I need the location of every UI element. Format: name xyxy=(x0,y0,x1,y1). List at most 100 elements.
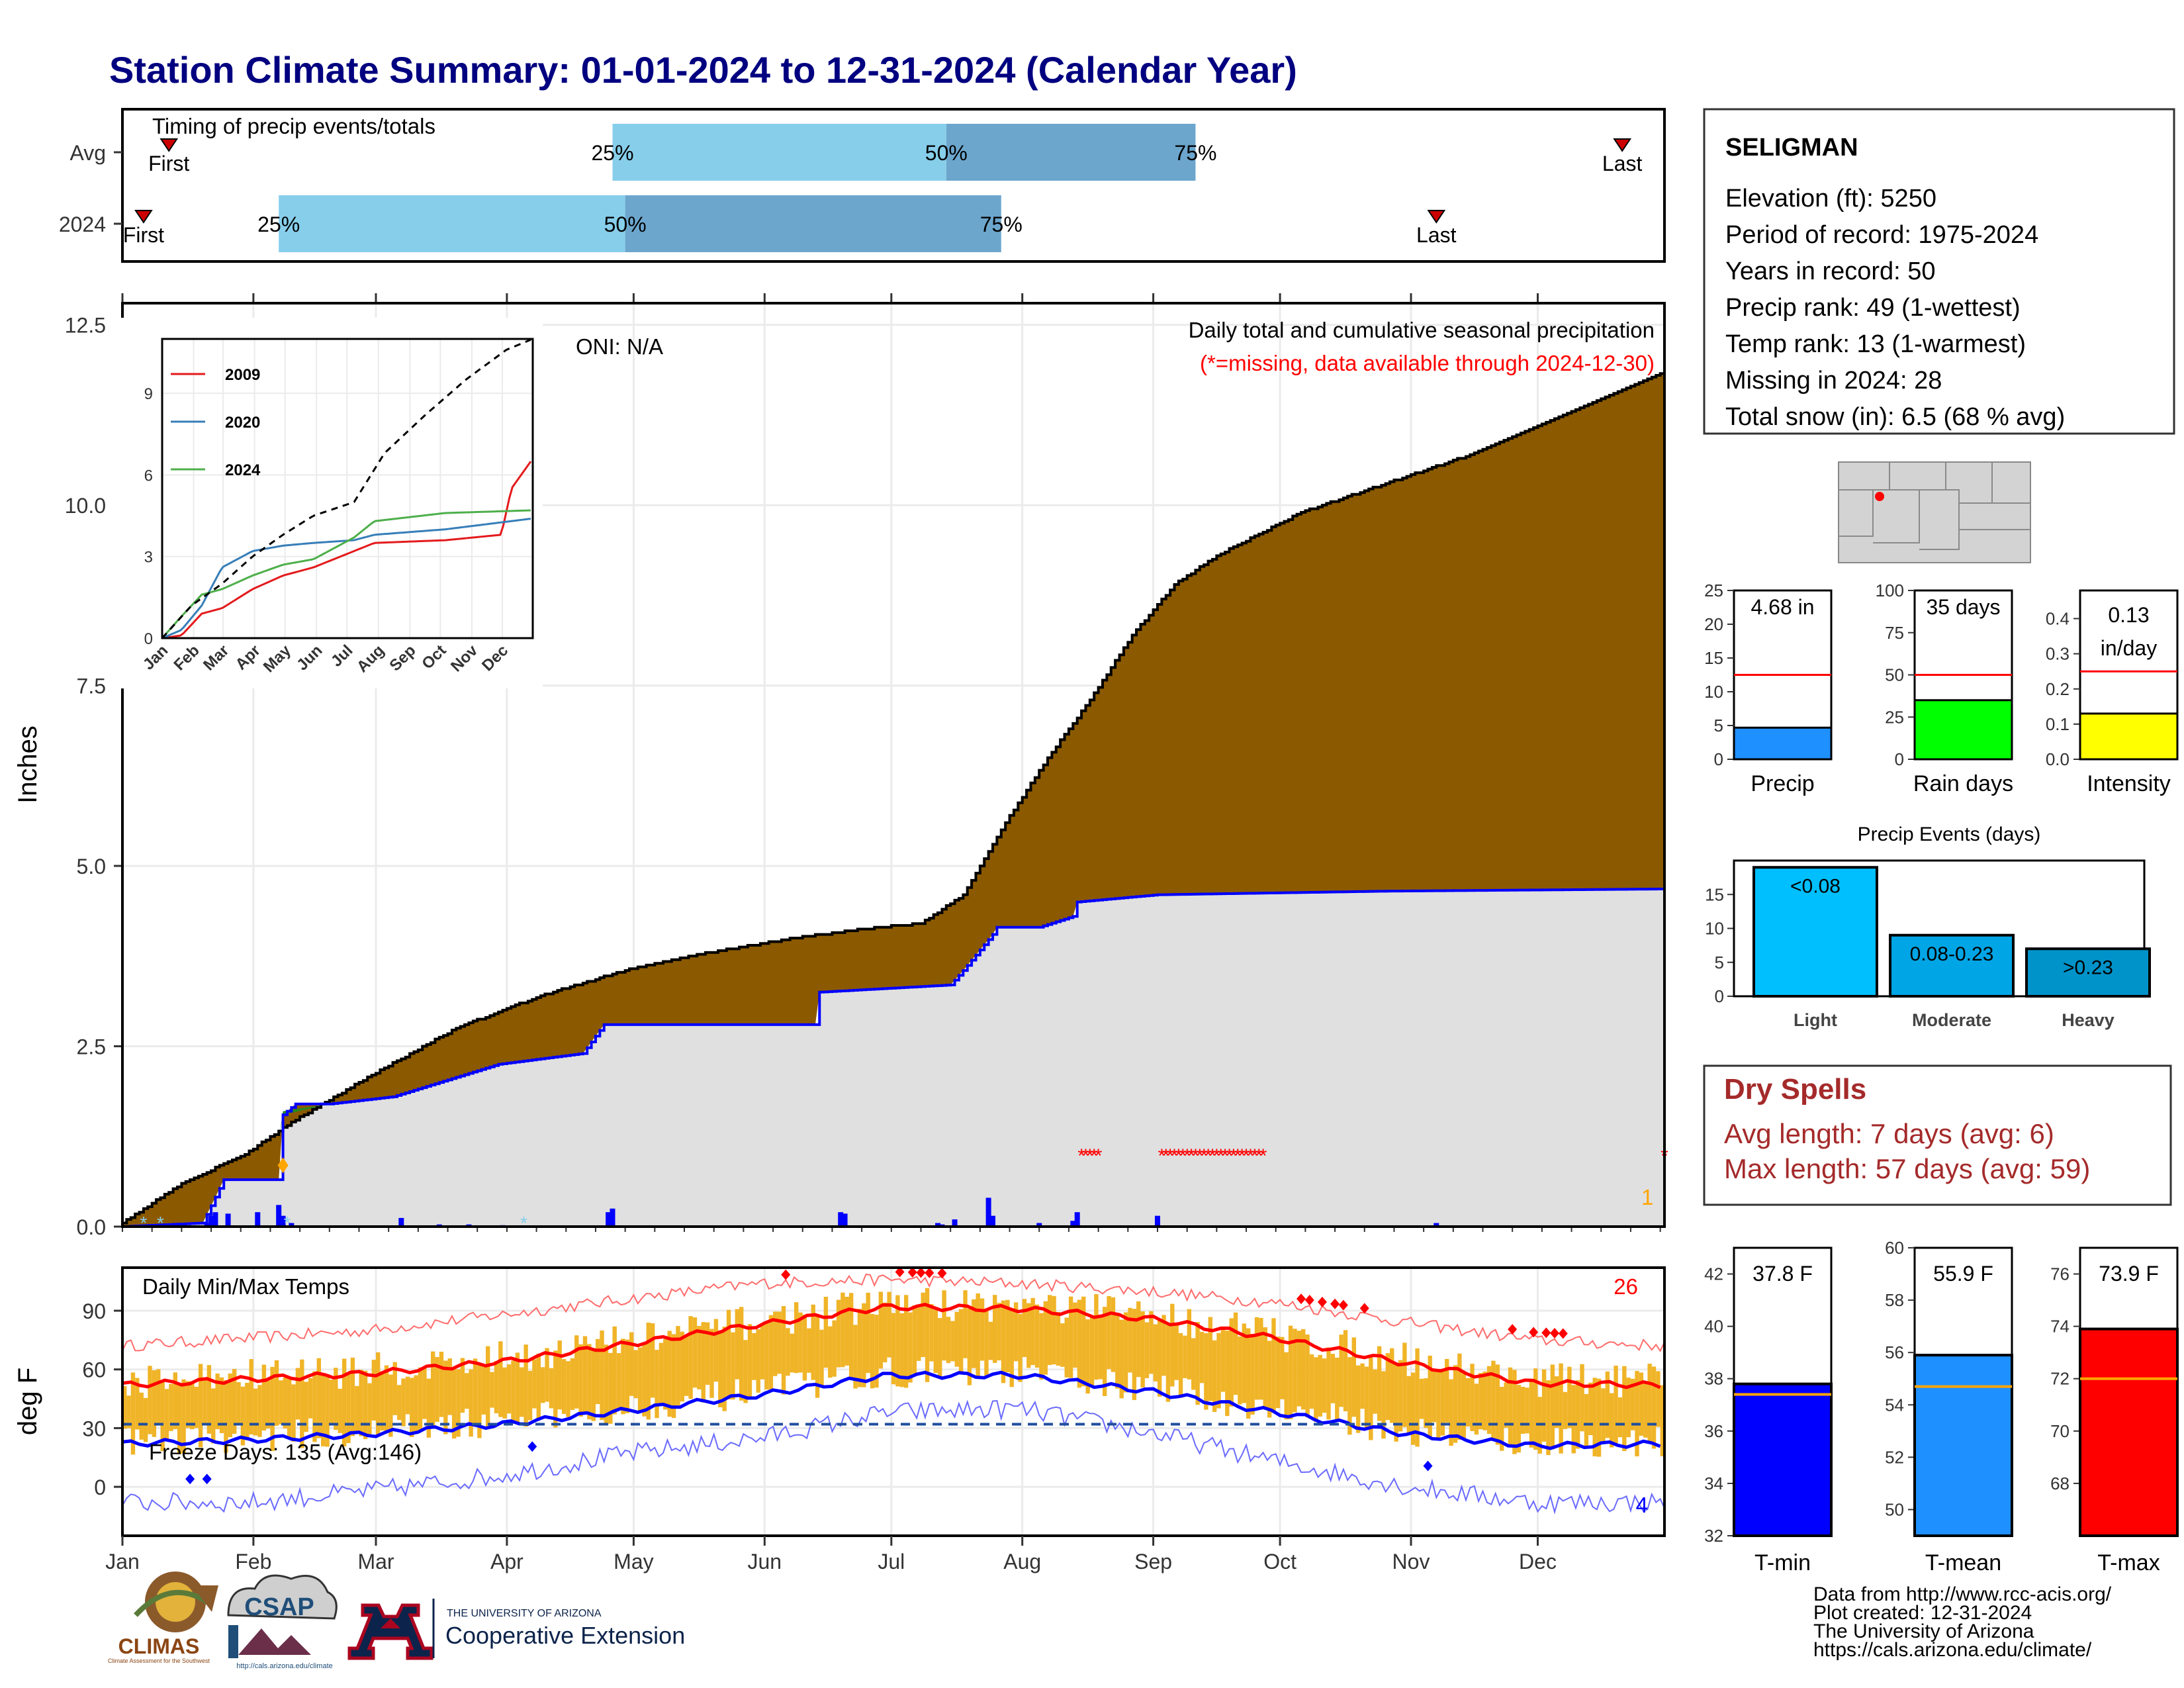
daily-temp-bar xyxy=(1275,1336,1281,1409)
missing-marker: * xyxy=(1187,1145,1195,1167)
daily-temp-bar xyxy=(1178,1333,1183,1398)
temp-bar-ytick-label: 50 xyxy=(1885,1499,1904,1519)
daily-temp-bar xyxy=(321,1375,326,1446)
daily-temp-bar xyxy=(1347,1357,1352,1435)
station-location-dot xyxy=(1875,492,1884,501)
daily-temp-bar xyxy=(718,1330,723,1407)
daily-temp-bar xyxy=(511,1360,516,1424)
daily-temp-bar xyxy=(993,1295,997,1363)
daily-temp-bar xyxy=(1242,1323,1247,1403)
missing-marker: * xyxy=(1217,1145,1225,1167)
ua-cooperative-extension: Cooperative Extension xyxy=(445,1622,685,1649)
daily-temp-bar xyxy=(451,1368,457,1439)
daily-temp-bar xyxy=(1022,1299,1027,1358)
precip-header: Daily total and cumulative seasonal prec… xyxy=(1189,318,1655,342)
daily-temp-bar xyxy=(527,1370,533,1421)
temp-ytick-label: 0 xyxy=(94,1476,106,1499)
snow-marker: * xyxy=(284,1213,291,1233)
events-bar-label: Heavy xyxy=(2062,1010,2115,1030)
missing-marker: * xyxy=(1200,1145,1208,1167)
daily-temp-bar xyxy=(612,1326,617,1415)
daily-temp-bar xyxy=(933,1309,938,1374)
missing-marker: * xyxy=(1226,1145,1234,1167)
daily-temp-bar xyxy=(1605,1371,1610,1438)
daily-temp-bar xyxy=(878,1291,884,1369)
mini-bar-value xyxy=(1733,726,1833,761)
daily-temp-bar xyxy=(777,1311,782,1374)
daily-temp-bar xyxy=(1356,1365,1361,1433)
csap-url: http://cals.arizona.edu/climate xyxy=(236,1662,333,1670)
events-ytick-label: 10 xyxy=(1705,919,1724,939)
events-ytick-label: 15 xyxy=(1705,884,1724,904)
temp-bar-ytick-label: 60 xyxy=(1885,1238,1904,1258)
page-title: Station Climate Summary: 01-01-2024 to 1… xyxy=(109,49,1297,91)
daily-temp-bar xyxy=(363,1370,368,1440)
avg-max-line xyxy=(122,1303,1661,1389)
temp-bar-ytick-label: 34 xyxy=(1704,1474,1723,1493)
mini-bar-ytick-label: 15 xyxy=(1704,648,1723,668)
missing-marker: * xyxy=(1234,1145,1242,1167)
daily-temp-bar xyxy=(1651,1366,1657,1449)
daily-temp-bar xyxy=(148,1366,152,1434)
daily-temp-bar xyxy=(1470,1364,1475,1431)
record-max-line xyxy=(122,1273,1665,1352)
events-bar-label: Moderate xyxy=(1912,1010,1991,1030)
temp-bar-value-label: 37.8 F xyxy=(1752,1262,1813,1286)
daily-temp-bar xyxy=(494,1360,499,1414)
missing-marker: * xyxy=(1183,1145,1191,1167)
daily-temp-bar xyxy=(1030,1297,1035,1366)
daily-temp-bar xyxy=(1191,1338,1196,1390)
month-label: Apr xyxy=(490,1550,523,1573)
daily-temp-bar xyxy=(156,1369,161,1426)
credit-line: The University of Arizona xyxy=(1813,1620,2034,1642)
station-line: Precip rank: 49 (1-wettest) xyxy=(1725,294,2021,322)
missing-marker: * xyxy=(1162,1145,1170,1167)
daily-temp-bar xyxy=(1563,1391,1568,1429)
daily-temp-bar xyxy=(646,1322,651,1420)
daily-temp-bar xyxy=(1461,1373,1466,1440)
daily-temp-bar xyxy=(274,1360,279,1426)
daily-temp-bar xyxy=(688,1316,693,1399)
inset-legend-label: 2009 xyxy=(225,366,260,384)
temp-bar-label: T-max xyxy=(2097,1550,2160,1575)
daily-temp-bar xyxy=(1280,1336,1285,1399)
daily-temp-bar xyxy=(439,1351,444,1417)
record-high-marker xyxy=(907,1267,917,1278)
daily-temp-bar xyxy=(1436,1368,1441,1438)
daily-temp-bar xyxy=(1043,1301,1048,1375)
daily-temp-bar xyxy=(1479,1373,1483,1430)
daily-temp-bar xyxy=(1305,1334,1310,1418)
daily-precip-bar xyxy=(1036,1223,1042,1227)
daily-temp-bar xyxy=(426,1378,431,1438)
daily-temp-bar xyxy=(722,1327,727,1411)
daily-temp-bar xyxy=(1068,1296,1073,1378)
daily-temp-bar xyxy=(819,1329,824,1387)
daily-temp-bar xyxy=(1580,1364,1584,1432)
daily-temp-bar xyxy=(203,1379,207,1425)
daily-temp-bar xyxy=(591,1348,596,1421)
daily-temp-bar xyxy=(870,1313,875,1389)
daily-temp-bar xyxy=(1622,1366,1627,1452)
daily-temp-bar xyxy=(1183,1335,1187,1378)
daily-temp-bar xyxy=(921,1292,925,1358)
daily-temp-bar xyxy=(684,1335,689,1396)
daily-temp-bar xyxy=(177,1383,182,1454)
record-high-marker xyxy=(1304,1295,1314,1306)
daily-temp-bar xyxy=(1111,1297,1116,1372)
daily-temp-bar xyxy=(832,1320,837,1377)
daily-temp-bar xyxy=(1385,1353,1390,1421)
daily-temp-bar xyxy=(1187,1309,1192,1380)
record-low-marker xyxy=(185,1474,195,1485)
record-low-marker xyxy=(1423,1460,1433,1472)
month-label: Aug xyxy=(1003,1550,1041,1573)
daily-temp-bar xyxy=(1263,1327,1267,1409)
daily-temp-bar xyxy=(312,1371,317,1442)
daily-temp-bar xyxy=(1174,1324,1179,1380)
daily-temp-bar xyxy=(502,1367,507,1419)
daily-temp-bar xyxy=(1410,1372,1416,1445)
daily-temp-bar xyxy=(1098,1315,1103,1380)
missing-marker: * xyxy=(1095,1145,1103,1167)
climas-wordmark: CLIMAS xyxy=(118,1634,200,1658)
daily-temp-bar xyxy=(410,1378,414,1437)
